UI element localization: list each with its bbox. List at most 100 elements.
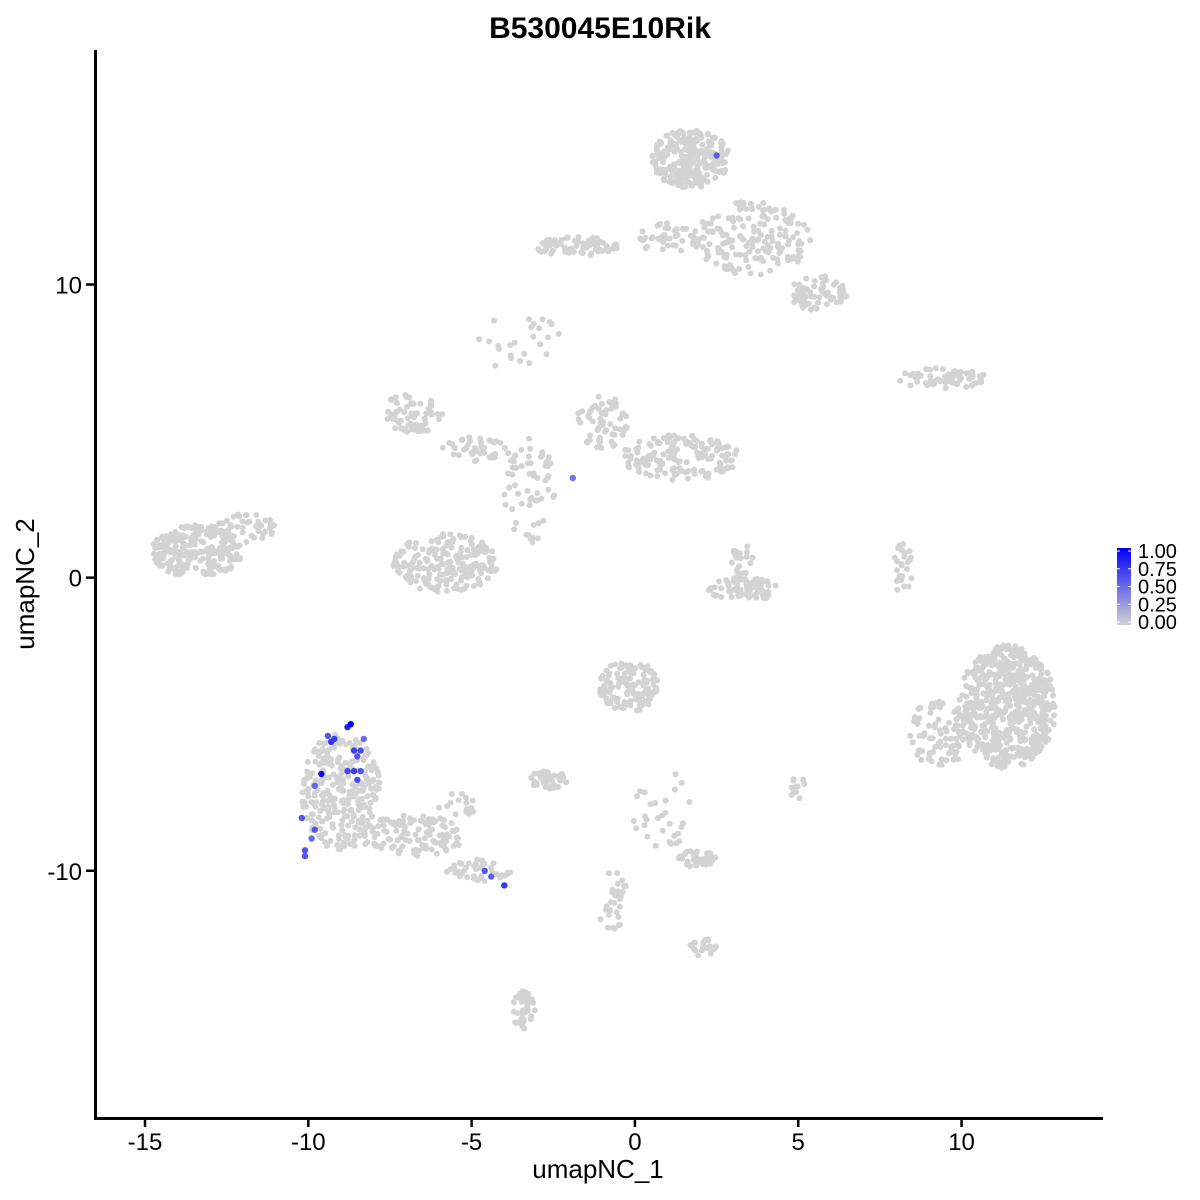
cell-point — [704, 945, 711, 952]
cell-point — [162, 533, 169, 540]
cell-point — [651, 449, 658, 456]
cell-point — [594, 235, 600, 242]
cell-point — [806, 289, 813, 296]
cell-point — [1023, 745, 1030, 752]
cell-point — [340, 797, 347, 804]
cell-point — [470, 546, 477, 553]
cell-point — [510, 999, 517, 1006]
cell-point — [512, 482, 518, 489]
cell-point — [804, 301, 811, 308]
cell-point — [691, 129, 698, 136]
cell-point — [972, 747, 978, 754]
cell-point — [673, 226, 680, 232]
cell-point — [545, 473, 552, 479]
cell-point — [497, 874, 503, 881]
cell-point — [963, 383, 970, 390]
cell-point — [972, 734, 979, 741]
cell-point — [160, 555, 166, 562]
cell-point — [823, 292, 830, 299]
cell-point — [718, 445, 725, 452]
cell-point — [550, 247, 556, 254]
cell-point — [188, 525, 195, 531]
cell-point — [300, 804, 307, 810]
cell-point — [679, 237, 686, 244]
cell-point — [680, 136, 687, 143]
cell-point — [654, 148, 661, 155]
cell-point — [198, 525, 205, 532]
cell-point — [932, 365, 939, 372]
cell-point — [618, 663, 625, 670]
cell-point — [685, 147, 692, 154]
cell-point — [746, 248, 753, 255]
cell-point — [417, 400, 424, 407]
cell-point — [597, 686, 604, 693]
cell-point — [669, 442, 676, 449]
cell-point — [636, 468, 642, 475]
cell-point — [530, 320, 537, 327]
cell-point — [732, 585, 739, 592]
cell-point — [1013, 729, 1020, 736]
cell-point — [577, 419, 584, 426]
cell-point — [364, 839, 371, 846]
cell-point — [926, 722, 932, 729]
cell-point — [652, 800, 659, 806]
cell-point — [743, 205, 750, 212]
cell-point — [417, 585, 423, 592]
cell-point — [414, 852, 421, 859]
cell-point — [1026, 750, 1033, 757]
cell-point — [183, 542, 190, 549]
cell-point — [339, 827, 346, 834]
cell-point — [703, 247, 710, 254]
cell-point — [723, 577, 730, 584]
cell-point — [253, 523, 259, 530]
cell-point — [671, 164, 678, 171]
cell-point — [426, 549, 432, 556]
cell-point — [707, 220, 714, 227]
cell-point — [519, 988, 526, 995]
cell-point — [836, 289, 843, 296]
cell-point — [737, 233, 744, 239]
cell-point — [507, 342, 514, 349]
cell-point — [930, 749, 936, 756]
cell-point — [443, 868, 450, 875]
cell-point — [200, 568, 207, 575]
cell-point — [736, 202, 743, 209]
cell-point — [536, 247, 542, 254]
cell-point — [923, 366, 930, 372]
cell-point — [551, 781, 557, 788]
cell-point — [439, 822, 446, 829]
cell-point — [192, 565, 199, 571]
cell-point — [172, 543, 179, 550]
legend-ticks: 1.000.750.500.250.00 — [1117, 541, 1177, 634]
cell-point — [964, 670, 971, 677]
cell-point — [605, 924, 611, 931]
cell-point — [470, 808, 477, 815]
x-axis-label: umapNC_1 — [532, 1154, 664, 1184]
cell-point — [737, 216, 744, 223]
cell-point — [413, 540, 419, 546]
cell-point — [421, 415, 428, 422]
cell-point — [662, 149, 669, 156]
cell-point — [193, 523, 200, 530]
cell-point — [932, 744, 939, 750]
cell-point — [497, 439, 504, 446]
cell-point — [459, 790, 465, 797]
cell-point — [315, 814, 322, 821]
cell-point — [907, 382, 914, 389]
cell-point — [675, 167, 682, 174]
cell-point — [481, 444, 488, 451]
color-legend: 1.000.750.500.250.00 — [1117, 541, 1177, 634]
cell-point — [236, 555, 243, 562]
cell-point — [929, 381, 936, 388]
cell-point — [782, 227, 789, 234]
cell-point — [469, 451, 476, 458]
cell-point — [700, 175, 707, 182]
cell-point — [650, 675, 656, 682]
cell-point — [416, 837, 422, 844]
cell-point — [308, 799, 315, 806]
cell-point — [461, 585, 468, 592]
cell-point — [690, 158, 697, 165]
cell-point — [649, 234, 656, 241]
legend-tick-label: 0.00 — [1138, 612, 1177, 634]
cell-point — [671, 832, 678, 839]
